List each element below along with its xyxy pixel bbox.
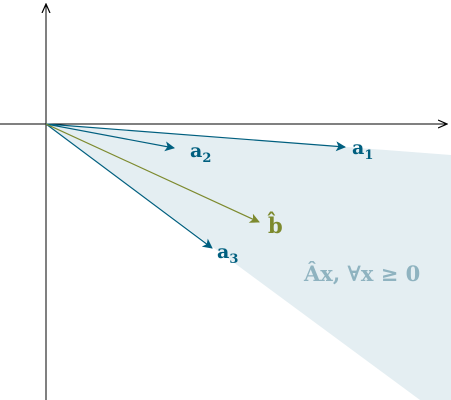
vector-b-hat-arrow <box>45 123 260 223</box>
label-a2: a2 <box>190 140 211 166</box>
label-a1: a1 <box>352 137 373 163</box>
label-a2-sub: 2 <box>202 151 211 166</box>
label-cone-region: Âx, ∀x ≥ 0 <box>303 261 420 286</box>
label-a3-sub: 3 <box>229 252 238 267</box>
label-a1-sub: 1 <box>364 148 373 163</box>
label-a2-base: a <box>190 140 202 162</box>
label-a1-base: a <box>352 137 364 159</box>
vector-a3-arrow <box>45 123 213 249</box>
vector-a2-arrow <box>45 123 175 152</box>
label-a3: a3 <box>217 241 238 267</box>
cone-region <box>46 124 451 400</box>
label-b-hat: b̂ <box>267 212 283 238</box>
label-a3-base: a <box>217 241 229 263</box>
vector-a1-arrow <box>45 123 346 152</box>
